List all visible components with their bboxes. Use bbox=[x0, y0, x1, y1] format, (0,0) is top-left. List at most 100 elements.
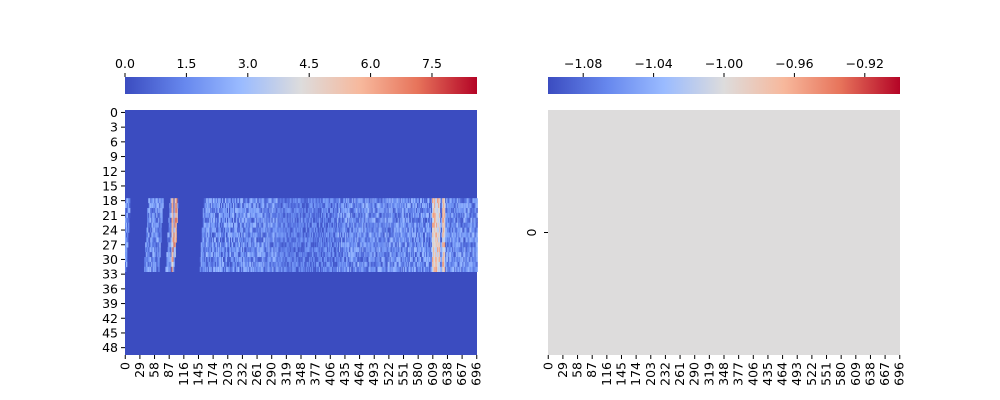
heatmap-cell bbox=[227, 203, 229, 209]
heatmap-cell bbox=[220, 266, 223, 272]
heatmap-cell bbox=[388, 257, 390, 263]
heatmap-cell bbox=[353, 212, 355, 219]
heatmap-cell bbox=[223, 208, 226, 214]
heatmap-cell bbox=[337, 198, 339, 204]
heatmap-cell bbox=[281, 227, 283, 233]
heatmap-cell bbox=[443, 198, 445, 204]
heatmap-cell bbox=[203, 261, 206, 268]
heatmap-cell bbox=[417, 266, 420, 272]
heatmap-cell bbox=[339, 232, 341, 238]
heatmap-cell bbox=[251, 242, 253, 248]
heatmap-cell bbox=[367, 217, 369, 223]
heatmap-cell bbox=[408, 227, 411, 233]
heatmap-cell bbox=[256, 252, 258, 258]
heatmap-cell bbox=[231, 257, 233, 263]
heatmap-cell bbox=[200, 242, 203, 248]
heatmap-cell bbox=[437, 247, 439, 253]
heatmap-cell bbox=[156, 266, 158, 272]
heatmap-cell bbox=[205, 227, 208, 233]
heatmap-cell bbox=[355, 232, 357, 238]
heatmap-cell bbox=[175, 222, 177, 228]
heatmap-cell bbox=[456, 247, 458, 253]
heatmap-cell bbox=[215, 203, 218, 209]
heatmap-cell bbox=[331, 198, 333, 204]
heatmap-cell bbox=[377, 237, 379, 243]
heatmap-cell bbox=[329, 212, 331, 219]
heatmap-cell bbox=[260, 232, 262, 238]
heatmap-cell bbox=[471, 247, 473, 253]
heatmap-cell bbox=[428, 227, 430, 233]
heatmap-cell bbox=[382, 203, 384, 209]
heatmap-cell bbox=[253, 208, 255, 214]
heatmap-cell bbox=[217, 261, 220, 268]
heatmap-cell bbox=[221, 266, 224, 272]
heatmap-cell bbox=[447, 247, 449, 253]
heatmap-cell bbox=[246, 242, 248, 248]
heatmap-cell bbox=[263, 266, 265, 272]
heatmap-cell bbox=[171, 242, 173, 248]
heatmap-cell bbox=[295, 217, 298, 223]
heatmap-cell bbox=[468, 252, 470, 258]
heatmap-cell bbox=[268, 242, 270, 248]
heatmap-cell bbox=[268, 261, 270, 268]
heatmap-cell bbox=[204, 212, 207, 219]
heatmap-cell bbox=[336, 247, 338, 253]
heatmap-cell bbox=[204, 257, 207, 263]
heatmap-cell bbox=[151, 217, 153, 223]
heatmap-cell bbox=[211, 257, 214, 263]
heatmap-cell bbox=[454, 252, 456, 258]
heatmap-cell bbox=[469, 242, 471, 248]
heatmap-cell bbox=[160, 217, 162, 223]
heatmap-cell bbox=[391, 203, 393, 209]
heatmap-cell bbox=[287, 217, 289, 223]
heatmap-cell bbox=[402, 217, 405, 223]
heatmap-cell bbox=[457, 198, 459, 204]
heatmap-cell bbox=[412, 217, 415, 223]
heatmap-cell bbox=[222, 208, 225, 214]
heatmap-cell bbox=[370, 261, 372, 268]
heatmap-cell bbox=[348, 252, 350, 258]
heatmap-cell bbox=[229, 252, 231, 258]
heatmap-cell bbox=[358, 227, 360, 233]
x-tick-label: 609 bbox=[425, 362, 440, 386]
heatmap-cell bbox=[150, 257, 152, 263]
heatmap-cell bbox=[391, 237, 393, 243]
heatmap-cell bbox=[217, 247, 220, 253]
heatmap-cell bbox=[461, 247, 463, 253]
heatmap-cell bbox=[473, 257, 475, 263]
heatmap-cell bbox=[418, 252, 421, 258]
heatmap-cell bbox=[395, 232, 397, 238]
heatmap-cell bbox=[239, 242, 241, 248]
heatmap-cell bbox=[330, 247, 332, 253]
heatmap-cell bbox=[236, 198, 238, 204]
heatmap-cell bbox=[361, 208, 363, 214]
heatmap-cell bbox=[308, 237, 311, 243]
heatmap-cell bbox=[314, 198, 317, 204]
heatmap-cell bbox=[284, 257, 286, 263]
heatmap-cell bbox=[418, 247, 421, 253]
heatmap-cell bbox=[209, 198, 212, 204]
heatmap-cell bbox=[169, 266, 171, 272]
heatmap-cell bbox=[210, 242, 213, 248]
heatmap-cell bbox=[212, 257, 215, 263]
heatmap-cell bbox=[160, 232, 162, 238]
heatmap-cell bbox=[344, 247, 346, 253]
heatmap-cell bbox=[450, 261, 452, 268]
heatmap-cell bbox=[465, 237, 467, 243]
heatmap-cell bbox=[340, 257, 342, 263]
heatmap-cell bbox=[283, 237, 285, 243]
heatmap-cell bbox=[231, 212, 233, 219]
heatmap-cell bbox=[457, 237, 459, 243]
y-tick-label: 33 bbox=[102, 267, 118, 282]
heatmap-cell bbox=[399, 266, 402, 272]
heatmap-cell bbox=[307, 237, 310, 243]
heatmap-cell bbox=[293, 237, 295, 243]
y-tick-label: 12 bbox=[102, 164, 118, 179]
heatmap-cell bbox=[307, 242, 310, 248]
x-tick-label: 290 bbox=[687, 362, 702, 386]
heatmap-cell bbox=[365, 261, 367, 268]
heatmap-cell bbox=[474, 217, 476, 223]
heatmap-cell bbox=[434, 227, 436, 233]
heatmap-cell bbox=[454, 266, 456, 272]
heatmap-cell bbox=[276, 252, 278, 258]
